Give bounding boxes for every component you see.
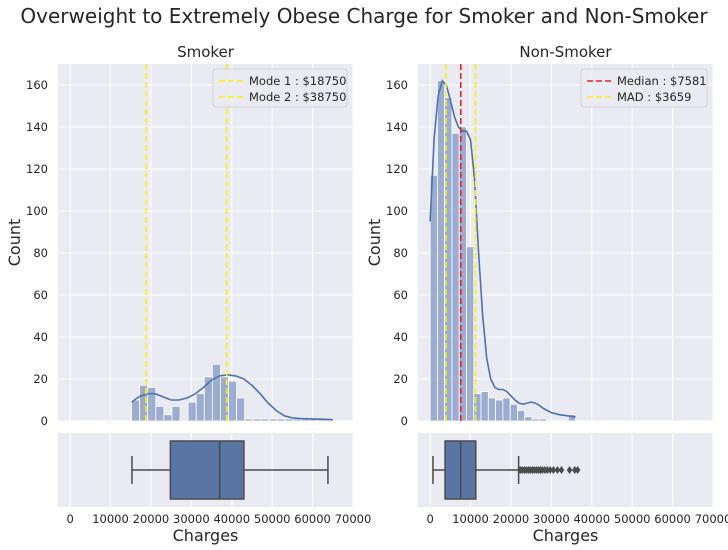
- panel-1-hist-bar: [187, 401, 197, 422]
- panel-2-ytick-label: 80: [393, 246, 408, 260]
- panel-2-hist-bar: [509, 403, 518, 422]
- panel-1-ylabel: Count: [5, 219, 24, 267]
- panel-2-legend-box: [580, 68, 708, 108]
- panel-2-xtick-label: 0: [426, 512, 433, 526]
- panel-1-legend-label: Mode 1 : $18750: [249, 74, 346, 88]
- panel-1-hist-bar: [284, 418, 294, 422]
- panel-2-box-outlier: [544, 466, 551, 474]
- panel-2-xtick-label: 10000: [452, 512, 489, 526]
- panel-2-box-outlier: [574, 466, 581, 474]
- panel-1-legend-box: [212, 68, 348, 108]
- panel-2-ytick-label: 60: [393, 288, 408, 302]
- panel-1-ytick-label: 100: [26, 204, 48, 218]
- panel-1-hist-bar: [131, 399, 141, 422]
- panel-2-box-outlier: [554, 466, 561, 474]
- panel-1-title: Smoker: [177, 43, 235, 61]
- panel-2-box-outlier: [571, 466, 578, 474]
- panel-1-ytick-label: 40: [33, 330, 48, 344]
- panel-1-hist-bar: [228, 380, 238, 422]
- panel-1-xtick-label: 30000: [173, 512, 210, 526]
- panel-2-hist-bar: [567, 414, 577, 422]
- panel-2-xtick-label: 40000: [573, 512, 610, 526]
- panel-2-hist-bar: [531, 418, 540, 422]
- panel-1-ytick-label: 60: [33, 288, 48, 302]
- panel-1-hist-bar: [276, 418, 286, 422]
- panel-1-hist-bar: [171, 405, 181, 422]
- panel-2-ytick-label: 40: [393, 330, 408, 344]
- panel-2-xtick-label: 60000: [654, 512, 691, 526]
- figure-title: Overweight to Extremely Obese Charge for…: [20, 4, 708, 28]
- panel-1-hist-bar: [155, 405, 165, 422]
- panel-1-kde-curve: [131, 373, 333, 421]
- panel-2-ytick-label: 160: [386, 78, 408, 92]
- panel-1-xtick-label: 0: [66, 512, 73, 526]
- panel-2-ytick-label: 100: [386, 204, 408, 218]
- panel-1-hist-bar: [236, 397, 246, 422]
- panel-2-box-outlier: [550, 466, 557, 474]
- panel-1-legend-label: Mode 2 : $38750: [249, 90, 346, 104]
- panel-2-box-outlier: [558, 466, 565, 474]
- panel-1-xtick-label: 10000: [92, 512, 129, 526]
- panel-1-xtick-label: 40000: [213, 512, 250, 526]
- panel-2-hist-bar: [466, 246, 475, 422]
- panel-2-box-outlier: [547, 466, 553, 474]
- panel-2-ytick-label: 0: [401, 414, 408, 428]
- panel-2-xtick-label: 20000: [493, 512, 530, 526]
- panel-2-xtick-label: 50000: [614, 512, 651, 526]
- panel-2-ytick-label: 120: [386, 162, 408, 176]
- panel-1-ytick-label: 160: [26, 78, 48, 92]
- panel-2-hist-bar: [538, 418, 547, 422]
- panel-2-ylabel: Count: [365, 219, 384, 267]
- panel-2-hist-bar: [524, 416, 533, 422]
- panel-2-hist-bar: [502, 397, 511, 422]
- panel-2-legend-label: Median : $7581: [617, 74, 707, 88]
- panel-2-hist-bar: [495, 399, 504, 422]
- panel-1-xtick-label: 70000: [335, 512, 372, 526]
- panel-1-hist-bar: [244, 418, 254, 422]
- panel-1-hist-bar: [163, 414, 173, 422]
- panel-1-box-iqr: [169, 440, 245, 500]
- panel-1-ytick-label: 120: [26, 162, 48, 176]
- panel-2-xtick-label: 30000: [533, 512, 570, 526]
- panel-2-legend-label: MAD : $3659: [617, 90, 691, 104]
- panel-1-hist-bar: [147, 386, 157, 422]
- panel-2-xtick-label: 70000: [695, 512, 728, 526]
- panel-1-hist-background: [58, 64, 353, 421]
- panel-1-xtick-label: 50000: [254, 512, 291, 526]
- panel-1-hist-bar: [268, 418, 278, 422]
- panel-2-hist-bar: [487, 397, 496, 422]
- panel-1-hist-bar: [195, 393, 205, 422]
- panel-2-ytick-label: 140: [386, 120, 408, 134]
- panel-2-kde-curve: [429, 79, 576, 418]
- panel-2-xlabel: Charges: [533, 526, 599, 545]
- panel-2-title: Non-Smoker: [519, 43, 612, 61]
- panel-2-hist-bar: [436, 80, 446, 422]
- panel-1-hist-bar: [211, 363, 221, 422]
- panel-1-ytick-label: 20: [33, 372, 48, 386]
- panel-2-hist-bar: [517, 410, 526, 422]
- panel-1-hist-bar: [252, 418, 262, 422]
- panel-1-ytick-label: 140: [26, 120, 48, 134]
- panel-2-box-outlier: [566, 466, 573, 474]
- panel-1-ytick-label: 80: [33, 246, 48, 260]
- panel-1-xtick-label: 20000: [133, 512, 170, 526]
- panel-1-ytick-label: 0: [41, 414, 48, 428]
- panel-1-xlabel: Charges: [173, 526, 239, 545]
- panel-2-ytick-label: 20: [393, 372, 408, 386]
- panel-2-hist-bar: [480, 391, 489, 422]
- panel-1-hist-bar: [260, 418, 270, 422]
- panel-2-hist-bar: [451, 132, 460, 422]
- panel-1-xtick-label: 60000: [294, 512, 331, 526]
